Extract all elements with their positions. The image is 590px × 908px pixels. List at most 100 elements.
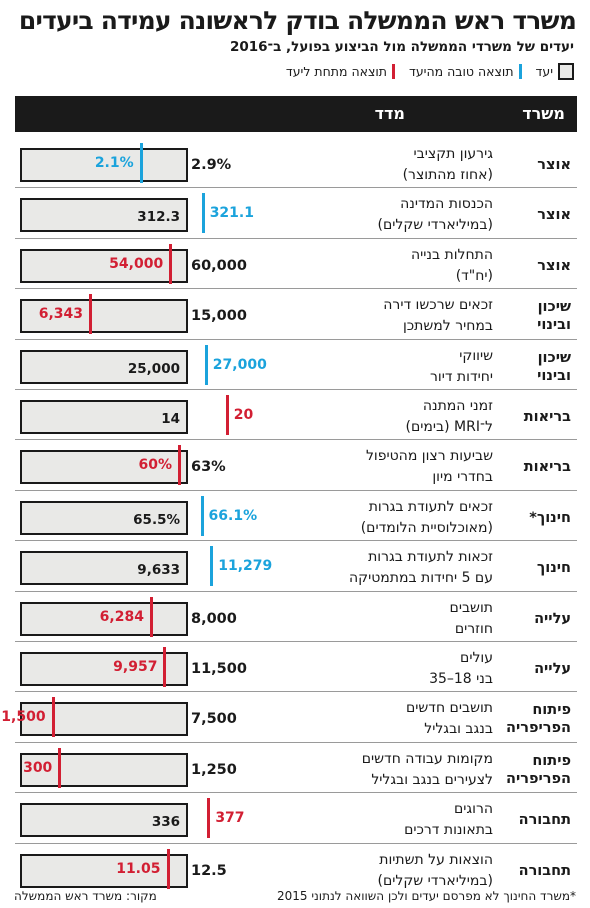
target-swatch-icon: [558, 62, 574, 80]
legend-good: תוצאה טובה מהיעד: [409, 63, 522, 79]
target-bar: 25,000: [20, 349, 188, 384]
result-marker: [169, 243, 173, 284]
result-marker: [163, 647, 167, 687]
target-value-label: 1,250: [191, 761, 237, 778]
result-value-label: 6,284: [99, 608, 144, 625]
measure-line: הכנסות המדינה: [400, 196, 493, 213]
measure-line: התחלות בנייה: [410, 246, 493, 263]
measure-line: (יח"ד): [455, 267, 493, 284]
row-divider: [15, 691, 577, 693]
ministry-name: עלייה: [501, 594, 571, 644]
result-value-label: 66.1%: [208, 507, 258, 524]
measure-line: ל־MRI (בימים): [405, 419, 493, 435]
result-marker: [201, 193, 205, 234]
measure-line: זכאים לתעודת בגרות: [368, 498, 493, 515]
chart-row: פיתוח הפריפריה תושבים חדשים בנגב ובגליל 7,50…: [1, 691, 577, 744]
measure-line: (מאוכלוסיית הלומדים): [360, 519, 493, 536]
ministry-name: אוצר: [501, 190, 571, 240]
row-divider: [15, 792, 577, 794]
measure-line: הוצאות על תשתיות: [379, 851, 493, 868]
chart-row: אוצר התחלות בנייה (יח"ד) 60,000 54,000: [15, 237, 577, 291]
target-value-label: 63%: [191, 459, 226, 476]
target-bar: 312.3: [20, 198, 188, 233]
row-divider: [15, 741, 577, 743]
target-value-label: 336: [151, 814, 180, 831]
measure-line: עם 5 יחידות במתמטיקה: [348, 570, 493, 587]
legend-target: יעד: [535, 62, 574, 80]
ministry-name: תחבורה: [501, 795, 571, 845]
target-value-label: 12.5: [191, 862, 227, 879]
legend: יעד תוצאה טובה מהיעד תוצאה מתחת ליעד: [200, 60, 574, 82]
measure-name: הכנסות המדינה (במיליארדי שקלים): [273, 190, 493, 240]
ministry-name: פיתוח הפריפריה: [501, 745, 571, 795]
measure-name: שביעות רצון מהטיפול בחדרי מיון: [273, 442, 493, 492]
measure-line: שיווקי: [459, 347, 493, 364]
measure-line: חוזרים: [454, 620, 493, 637]
ministry-line: ובינוי: [537, 367, 571, 384]
result-value-label: 11.05: [116, 860, 161, 877]
ministry-name: תחבורה: [501, 846, 571, 896]
measure-line: בחדרי מיון: [432, 469, 493, 486]
legend-bad-label: תוצאה מתחת ליעד: [285, 63, 388, 79]
target-bar: [20, 702, 188, 737]
result-marker: [225, 395, 229, 435]
measure-name: תושבים חוזרים: [273, 594, 493, 644]
measure-name: זכאים לתעודת בגרות (מאוכלוסיית הלומדים): [273, 493, 493, 543]
footer: *משרד החינוך לא מפרסם יעדים ולכן השוואה …: [14, 889, 576, 907]
target-bar: [20, 450, 188, 485]
ministry-name: בריאות: [501, 442, 571, 492]
column-header-ministry: משרד: [522, 104, 565, 123]
ministry-line: בריאות: [523, 409, 571, 425]
ministry-name: חינוך*: [501, 493, 571, 543]
ministry-line: עלייה: [534, 610, 571, 627]
target-bar: [20, 248, 188, 283]
target-value-label: 14: [161, 411, 180, 427]
row-divider: [15, 842, 577, 844]
row-divider: [15, 389, 577, 390]
ministry-line: תחבורה: [518, 812, 571, 829]
target-bar: [20, 652, 188, 686]
target-bar: [20, 752, 188, 787]
measure-line: (במיליארדי שקלים): [377, 217, 493, 234]
target-value-label: 60,000: [191, 257, 247, 274]
target-bar: 65.5%: [20, 500, 188, 535]
ministry-line: הפריפריה: [506, 770, 571, 787]
measure-name: תושבים חדשים בנגב ובגליל: [273, 694, 493, 744]
column-header-measure: מדד: [374, 104, 405, 123]
measure-line: (אחוז מהתוצר): [402, 167, 493, 183]
ministry-line: אוצר: [537, 207, 571, 224]
measure-line: בני 18–35: [429, 671, 493, 687]
result-value-label: 321.1: [209, 205, 254, 222]
measure-line: יחידות דיור: [429, 368, 493, 385]
measure-name: שיווקי יחידות דיור: [273, 342, 493, 392]
result-value-label: 27,000: [212, 356, 267, 373]
target-bar: [20, 853, 188, 888]
chart-row: שיכון ובינוי שיווקי יחידות דיור 25,000 27,000: [15, 338, 577, 392]
ministry-name: אוצר: [501, 140, 571, 190]
result-marker: [58, 747, 62, 788]
result-value-label: 11,279: [218, 558, 273, 575]
row-divider: [15, 489, 577, 491]
result-marker: [139, 143, 143, 183]
ministry-line: פיתוח: [532, 752, 571, 769]
target-bar: 336: [20, 803, 188, 838]
result-marker: [166, 848, 170, 889]
legend-target-label: יעד: [535, 63, 553, 79]
ministry-name: אוצר: [501, 241, 571, 291]
chart-row: עלייה תושבים חוזרים 8,000 6,284: [15, 590, 577, 644]
chart-title: משרד ראש הממשלה בודק לראשונה עמידה ביעדי…: [18, 6, 577, 35]
ministry-line: אוצר: [537, 257, 571, 274]
result-value-label: 377: [215, 810, 245, 827]
ministry-name: שיכון ובינוי: [501, 342, 571, 392]
measure-name: הרוגים בתאונות דרכים: [273, 795, 493, 845]
ministry-name: בריאות: [501, 392, 571, 442]
measure-line: זכאים שרכשו דירה: [383, 297, 493, 314]
ministry-line: חינוך*: [529, 509, 571, 526]
chart-row: חינוך* זכאים לתעודת בגרות (מאוכלוסיית הלומ…: [15, 489, 577, 543]
ministry-line: שיכון: [537, 349, 571, 366]
chart-row: פיתוח הפריפריה מקומות עבודה חדשים לצעירים ב…: [15, 741, 577, 795]
measure-line: בתאונות דרכים: [404, 822, 493, 839]
measure-line: (במיליארדי שקלים): [377, 872, 493, 889]
target-bar: [20, 148, 188, 182]
row-divider: [15, 237, 577, 239]
